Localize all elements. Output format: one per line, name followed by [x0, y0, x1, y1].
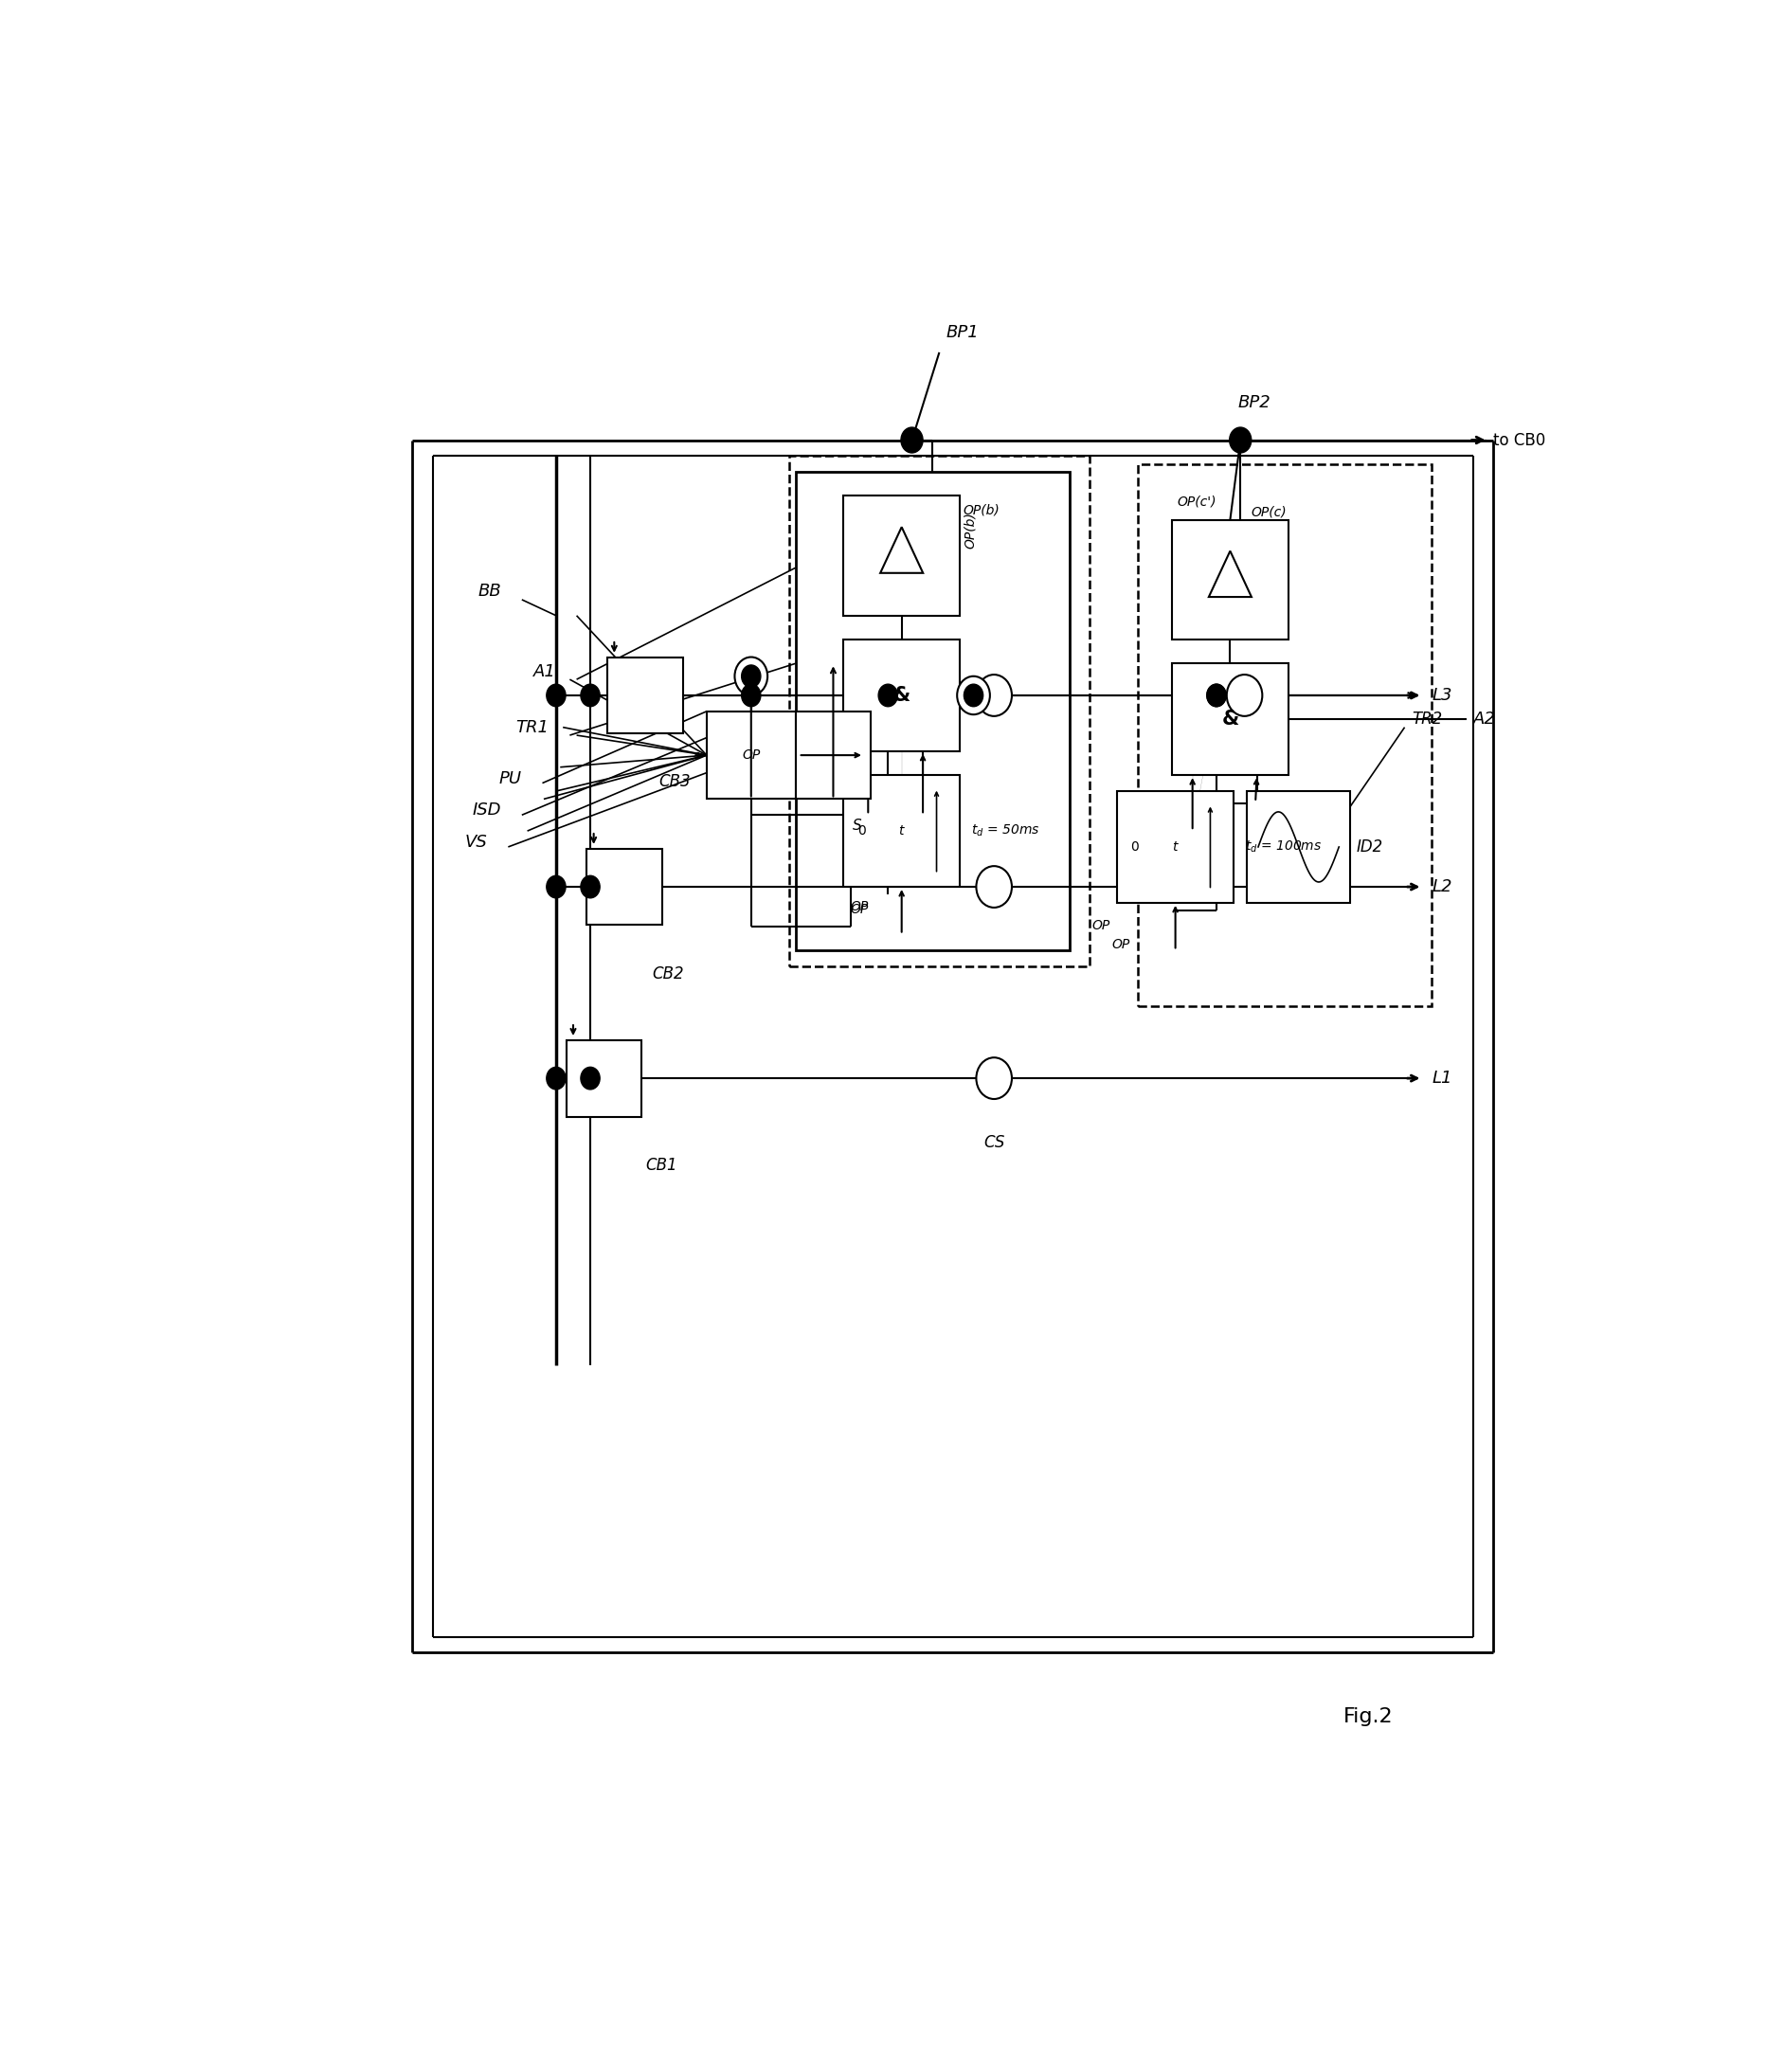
Text: Fig.2: Fig.2 — [1344, 1707, 1393, 1726]
Text: OP: OP — [742, 748, 759, 762]
Circle shape — [878, 684, 897, 707]
Text: OP(c'): OP(c') — [1178, 495, 1217, 510]
Text: A2: A2 — [1473, 711, 1496, 727]
Circle shape — [742, 665, 761, 688]
Circle shape — [901, 427, 924, 454]
Text: CS: CS — [984, 1133, 1005, 1152]
Text: L1: L1 — [1432, 1069, 1452, 1088]
Text: TR1: TR1 — [516, 719, 549, 736]
Bar — [789, 456, 1090, 966]
Bar — [586, 850, 662, 924]
Text: VS: VS — [464, 833, 487, 852]
Text: L3: L3 — [1432, 686, 1452, 704]
Circle shape — [581, 1067, 600, 1090]
Circle shape — [1229, 427, 1252, 454]
Bar — [1173, 520, 1289, 640]
Text: OP: OP — [851, 903, 869, 916]
Bar — [844, 640, 961, 752]
Text: OP: OP — [1111, 939, 1130, 951]
Bar — [796, 711, 871, 800]
Circle shape — [735, 657, 768, 696]
Text: 0: 0 — [1130, 841, 1139, 854]
Circle shape — [977, 866, 1012, 908]
Text: OP: OP — [851, 899, 869, 914]
Circle shape — [581, 876, 600, 897]
Bar — [706, 711, 795, 800]
Bar — [1173, 663, 1289, 775]
Text: OP(c): OP(c) — [1250, 506, 1286, 518]
Circle shape — [964, 684, 984, 707]
Circle shape — [1206, 684, 1226, 707]
Text: ISD: ISD — [473, 802, 502, 818]
Text: OP: OP — [1091, 918, 1111, 932]
Text: S: S — [853, 818, 862, 833]
Text: t: t — [899, 825, 904, 837]
Text: BP2: BP2 — [1238, 394, 1270, 412]
Text: 0: 0 — [857, 825, 865, 837]
Bar — [1137, 464, 1432, 1007]
Text: OP(b): OP(b) — [962, 503, 1000, 518]
Text: CB3: CB3 — [659, 773, 691, 792]
Circle shape — [1206, 684, 1226, 707]
Circle shape — [957, 675, 991, 715]
Bar — [567, 1040, 641, 1117]
Circle shape — [1227, 675, 1263, 717]
Text: &: & — [894, 686, 909, 704]
Text: CB2: CB2 — [652, 966, 683, 982]
Text: BB: BB — [479, 582, 502, 601]
Bar — [1118, 792, 1234, 903]
Text: PU: PU — [500, 771, 523, 787]
Circle shape — [581, 684, 600, 707]
Circle shape — [546, 684, 565, 707]
Circle shape — [546, 876, 565, 897]
Text: $t_d$ = 100ms: $t_d$ = 100ms — [1245, 839, 1321, 854]
Text: CB1: CB1 — [645, 1156, 676, 1173]
Bar — [844, 775, 961, 887]
Bar — [608, 657, 683, 733]
Text: &: & — [1222, 711, 1238, 729]
Circle shape — [977, 675, 1012, 717]
Bar — [1247, 792, 1349, 903]
Circle shape — [546, 1067, 565, 1090]
Circle shape — [977, 1057, 1012, 1098]
Bar — [844, 495, 961, 615]
Text: A1: A1 — [533, 663, 556, 680]
Text: $t_d$ = 50ms: $t_d$ = 50ms — [971, 823, 1040, 839]
Bar — [796, 472, 1070, 951]
Text: L2: L2 — [1432, 879, 1452, 895]
Text: to CB0: to CB0 — [1494, 431, 1545, 450]
Text: t: t — [1173, 841, 1178, 854]
Text: ID2: ID2 — [1356, 839, 1383, 856]
Text: TR2: TR2 — [1411, 711, 1443, 727]
Text: OP(b): OP(b) — [964, 512, 977, 549]
Circle shape — [742, 684, 761, 707]
Text: BP1: BP1 — [947, 323, 978, 342]
